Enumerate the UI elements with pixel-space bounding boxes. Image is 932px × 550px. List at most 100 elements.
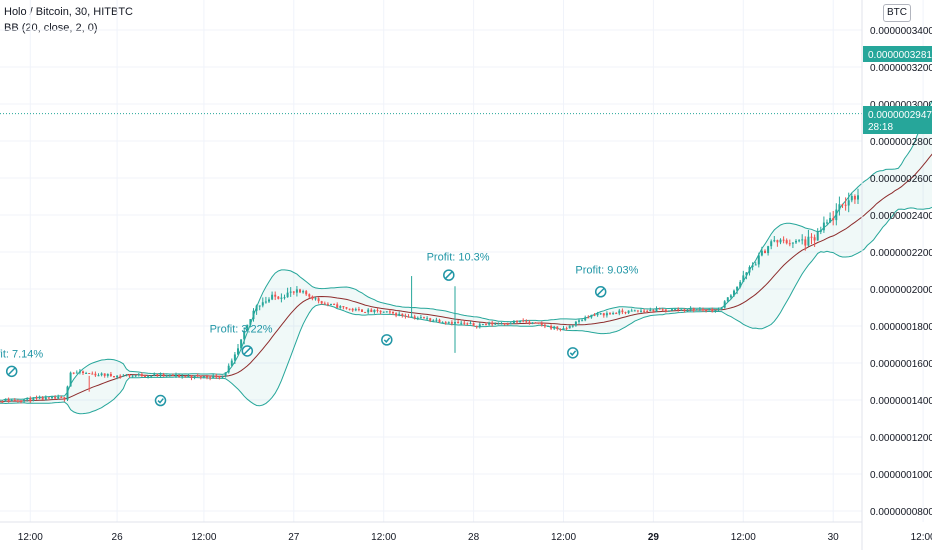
candle (615, 312, 618, 315)
candle (187, 373, 190, 378)
candle (227, 363, 230, 374)
candle (224, 372, 227, 378)
candle (66, 385, 69, 401)
candle (4, 398, 7, 402)
candle (798, 239, 801, 243)
currency-unit-button[interactable]: BTC (883, 4, 911, 22)
candle (612, 311, 615, 315)
candle (779, 238, 782, 245)
candle (44, 395, 47, 401)
exit-marker-icon (5, 365, 18, 378)
candle (463, 320, 466, 326)
candle (342, 306, 345, 310)
candle (246, 324, 249, 331)
candle (320, 300, 323, 305)
candle (627, 310, 630, 315)
profit-label: Profit: 10.3% (427, 251, 490, 263)
candle (150, 375, 153, 379)
candle (847, 192, 850, 213)
high-price-label: 0.00000032817 (868, 50, 932, 61)
candle (460, 320, 463, 325)
candle (736, 286, 739, 295)
candle (804, 236, 807, 251)
candle (773, 235, 776, 243)
candle (413, 314, 416, 320)
candle (826, 219, 828, 225)
candle (85, 371, 88, 374)
time-tick-label: 12:00 (911, 532, 932, 543)
candle (578, 318, 580, 324)
candle (810, 233, 813, 245)
candle (801, 234, 804, 245)
candle (550, 324, 553, 331)
candle (754, 261, 757, 266)
candle (441, 321, 444, 324)
candle (178, 374, 181, 378)
candle (485, 322, 487, 326)
candle (364, 311, 367, 313)
candle (401, 313, 404, 318)
candle (444, 321, 447, 325)
candle (233, 351, 236, 364)
candle (153, 372, 156, 377)
candle (10, 398, 13, 402)
candle (674, 308, 677, 311)
candle (776, 239, 779, 247)
candle (404, 313, 407, 319)
candle (602, 312, 605, 318)
profit-label: Profit: 7.14% (0, 348, 43, 360)
current-price-badge: 0.00000029478 28:18 (863, 106, 932, 134)
candle (264, 296, 267, 304)
candle (689, 306, 692, 312)
candle (503, 322, 506, 326)
candle (667, 310, 670, 312)
candle (94, 371, 97, 377)
candle (168, 374, 171, 377)
candle (531, 322, 534, 325)
time-axis[interactable]: 12:00 26 12:00 27 12:00 28 12:00 29 12:00 30 12:00 (18, 532, 932, 543)
exit-marker-icon (594, 286, 607, 298)
candle (488, 321, 491, 326)
candle (739, 280, 742, 289)
candle (308, 293, 311, 299)
candle (841, 203, 844, 209)
candle (75, 370, 78, 374)
bar-countdown-label: 28:18 (868, 122, 893, 133)
time-tick-label: 12:00 (371, 532, 396, 543)
candle (47, 397, 50, 400)
candle (522, 318, 525, 323)
candle (345, 307, 348, 310)
candle (590, 314, 593, 319)
candle (683, 308, 686, 313)
candle (305, 289, 308, 296)
candle (584, 315, 587, 322)
candle (478, 322, 481, 329)
candle (785, 238, 788, 245)
candle (705, 310, 708, 313)
candle (423, 316, 425, 319)
candle (795, 239, 797, 244)
candle (472, 322, 475, 327)
candle (326, 302, 329, 307)
candle (475, 325, 478, 329)
candle (571, 324, 574, 328)
candle (850, 193, 853, 203)
candle (770, 239, 773, 250)
candle (593, 313, 596, 317)
candle (54, 395, 57, 400)
candle (289, 287, 292, 297)
entry-check-icon (381, 334, 393, 346)
candle (261, 297, 264, 308)
exit-marker-icon (241, 345, 254, 357)
candle (640, 308, 642, 313)
candle (764, 249, 766, 254)
candle (277, 295, 280, 300)
